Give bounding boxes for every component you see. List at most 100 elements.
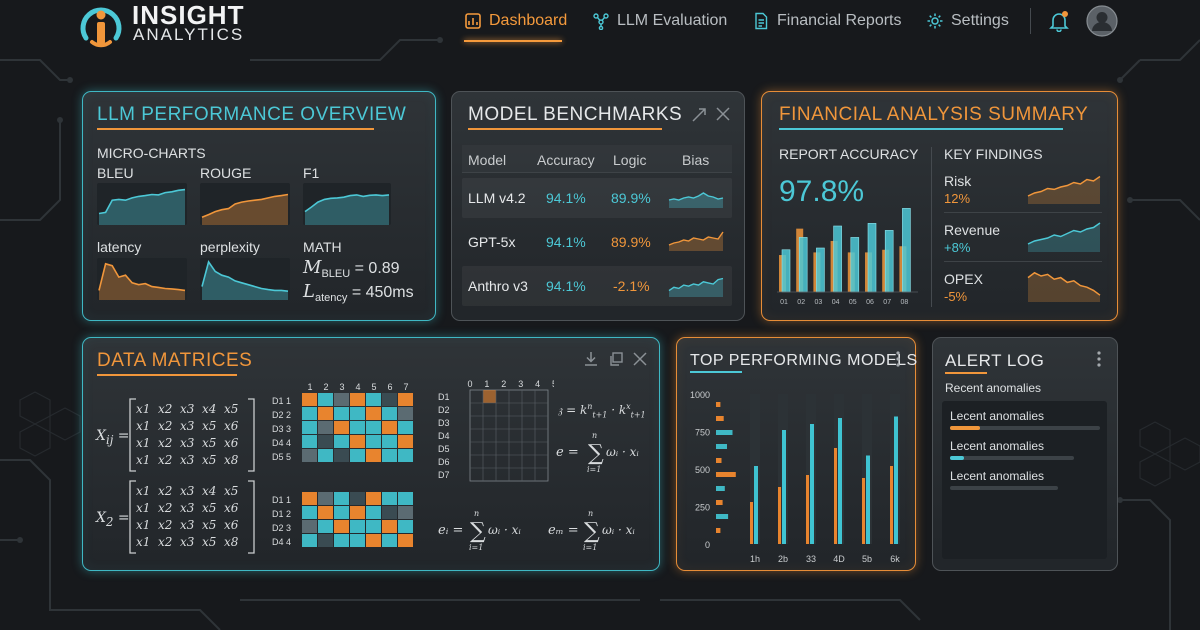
heat-cell	[366, 435, 381, 448]
alert-item[interactable]: Lecent anomalies	[950, 439, 1045, 453]
matrix-cell: x5	[202, 453, 217, 467]
column-label: 3	[339, 382, 344, 392]
expand-icon[interactable]	[691, 107, 707, 123]
panel-title: ALERT LOG	[945, 351, 1045, 370]
heat-cell	[382, 506, 397, 519]
spark-line	[1027, 222, 1101, 245]
y-tick-label: 750	[695, 428, 710, 438]
heat-cell	[318, 421, 333, 434]
matrix-cell: x3	[180, 453, 195, 467]
matrix-cell: x5	[224, 484, 239, 498]
matrix-cell: x5	[202, 518, 217, 532]
spark-line	[668, 192, 724, 201]
heat-cell	[350, 534, 365, 547]
close-icon[interactable]	[716, 107, 730, 121]
divider	[944, 261, 1102, 262]
chart-line	[98, 188, 186, 215]
column-header: Logic	[613, 152, 647, 168]
finding-label: Revenue	[944, 222, 1001, 238]
bar-teal	[902, 208, 911, 293]
heat-cell	[366, 393, 381, 406]
row-label: D1 1	[272, 396, 291, 406]
nodes-icon	[593, 13, 609, 30]
heat-cell	[483, 390, 496, 403]
column-label: 5	[552, 379, 554, 389]
side-bar	[716, 430, 733, 435]
nav-dashboard[interactable]: Dashboard	[464, 10, 567, 32]
divider	[944, 212, 1102, 213]
matrix-cell: x1	[136, 419, 151, 433]
matrix-cell: x8	[224, 535, 239, 549]
column-label: 4	[535, 379, 540, 389]
grid-matrix: 0 1 2 3 4 5 D1 D2 D3 D4 D5 D6 D7	[438, 379, 554, 482]
matrix-cell: x2	[158, 484, 173, 498]
heat-cell	[302, 534, 317, 547]
nav-settings[interactable]: Settings	[926, 10, 1009, 32]
alert-item[interactable]: Lecent anomalies	[950, 469, 1045, 483]
row-label: D2 2	[272, 410, 291, 420]
accuracy-value: 97.8%	[779, 175, 865, 208]
bell-icon[interactable]	[1048, 10, 1070, 32]
equation-2: e = ∑ n i=1 ωᵢ · xᵢ	[556, 431, 639, 474]
heat-cell	[318, 393, 333, 406]
matrix-cell: x5	[224, 402, 239, 416]
y-tick-label: 500	[695, 465, 710, 475]
chart-label: perplexity	[200, 239, 260, 255]
copy-icon[interactable]	[608, 351, 624, 367]
matrix-cell: x3	[180, 535, 195, 549]
x-tick-label: 6k	[890, 554, 900, 564]
alert-item[interactable]: Lecent anomalies	[950, 409, 1045, 423]
bar-teal	[798, 237, 808, 293]
heat-cell	[398, 449, 413, 462]
spark-line	[1027, 271, 1101, 296]
x-tick-label: 33	[806, 554, 816, 564]
column-label: 1	[484, 379, 489, 389]
heat-cell	[398, 534, 413, 547]
matrix-cell: x2	[158, 436, 173, 450]
bias-sparkline	[668, 192, 724, 208]
download-icon[interactable]	[583, 351, 599, 367]
matrix-cell: x6	[224, 436, 239, 450]
matrix-cell: x6	[224, 501, 239, 515]
alert-bar-fill	[950, 426, 980, 430]
title-underline	[945, 372, 987, 374]
heat-cell	[334, 449, 349, 462]
tick-label: 03	[815, 299, 823, 306]
close-icon[interactable]	[633, 352, 647, 366]
matrix-cell: x5	[202, 436, 217, 450]
row-label: D5	[438, 444, 450, 454]
bar-teal	[782, 430, 786, 544]
brand-name: INSIGHT	[132, 0, 245, 30]
heat-cell	[382, 520, 397, 533]
micro-chart-rouge	[200, 183, 290, 225]
kebab-icon[interactable]	[1095, 350, 1103, 368]
user-avatar-icon[interactable]	[1086, 5, 1118, 37]
heat-cell	[398, 393, 413, 406]
heat-cell	[302, 407, 317, 420]
spark-area	[669, 193, 723, 208]
heat-cell	[366, 449, 381, 462]
spark-line	[668, 231, 724, 246]
logic-value: 89.9%	[611, 190, 651, 206]
column-header: Model	[468, 152, 507, 168]
section-label: MICRO-CHARTS	[97, 145, 206, 161]
matrix-cell: x1	[136, 501, 151, 515]
heat-cell	[302, 421, 317, 434]
heat-cell	[334, 520, 349, 533]
matrix-cell: x3	[180, 436, 195, 450]
kebab-icon[interactable]	[894, 350, 902, 368]
panel-title: LLM PERFORMANCE OVERVIEW	[97, 104, 407, 125]
side-bar	[716, 416, 724, 421]
matrix-cell: x1	[136, 453, 151, 467]
matrix-cell: x2	[158, 501, 173, 515]
logic-value: 89.9%	[611, 234, 651, 250]
nav-llm-evaluation[interactable]: LLM Evaluation	[592, 10, 727, 32]
nav-financial-reports[interactable]: Financial Reports	[752, 10, 902, 32]
bar-orange	[750, 502, 753, 544]
dashboard-icon	[465, 13, 481, 29]
right-bracket	[248, 398, 255, 472]
y-tick-label: 250	[695, 503, 710, 513]
row-label: D1 2	[272, 509, 291, 519]
bar-teal	[838, 418, 842, 544]
heat-cell	[318, 534, 333, 547]
